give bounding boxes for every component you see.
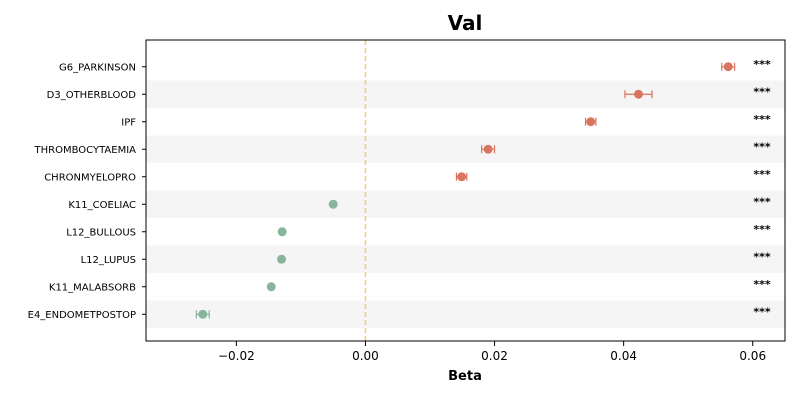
- x-tick-label: −0.02: [218, 349, 255, 363]
- data-point: [483, 144, 493, 154]
- row-band: [146, 245, 785, 273]
- row-label: E4_ENDOMETPOSTOP: [28, 310, 136, 321]
- x-tick-label: 0.06: [739, 349, 766, 363]
- row-label: THROMBOCYTAEMIA: [34, 145, 137, 156]
- significance-label: ***: [753, 195, 771, 208]
- data-row: E4_ENDOMETPOSTOP ***: [28, 305, 771, 321]
- data-point: [277, 227, 287, 237]
- data-point: [723, 62, 733, 72]
- data-point: [457, 172, 467, 182]
- row-label: D3_OTHERBLOOD: [47, 90, 137, 101]
- data-point: [586, 117, 596, 127]
- chart-title: Val: [448, 11, 483, 35]
- data-row: K11_COELIAC ***: [68, 195, 770, 211]
- row-label: L12_LUPUS: [81, 255, 136, 266]
- data-point: [198, 309, 208, 319]
- data-point: [328, 199, 338, 209]
- significance-label: ***: [753, 58, 771, 71]
- data-row: IPF ***: [121, 113, 771, 129]
- row-label: IPF: [121, 117, 136, 128]
- plot-frame: [145, 39, 786, 342]
- data-point: [633, 89, 643, 99]
- significance-label: ***: [753, 223, 771, 236]
- data-row: L12_LUPUS ***: [81, 250, 771, 266]
- data-row: D3_OTHERBLOOD ***: [47, 85, 771, 101]
- significance-label: ***: [753, 278, 771, 291]
- data-row: G6_PARKINSON ***: [59, 58, 771, 74]
- row-bands: [146, 80, 785, 328]
- data-row: L12_BULLOUS ***: [66, 223, 771, 239]
- data-rows: G6_PARKINSON ***D3_OTHERBLOOD ***IPF ***THR…: [28, 58, 771, 321]
- row-band: [146, 135, 785, 163]
- data-point: [266, 282, 276, 292]
- x-axis-label: Beta: [448, 369, 482, 384]
- significance-label: ***: [753, 250, 771, 263]
- data-point: [277, 254, 287, 264]
- row-label: L12_BULLOUS: [66, 227, 136, 238]
- row-label: K11_COELIAC: [68, 200, 136, 211]
- row-label: G6_PARKINSON: [59, 62, 136, 73]
- significance-label: ***: [753, 85, 771, 98]
- data-row: K11_MALABSORB ***: [49, 278, 771, 294]
- row-band: [146, 80, 785, 108]
- x-axis: −0.02 0.00 0.02 0.04 0.06: [218, 341, 766, 363]
- row-label: K11_MALABSORB: [49, 282, 136, 293]
- significance-label: ***: [753, 168, 771, 181]
- significance-label: ***: [753, 305, 771, 318]
- x-tick-label: 0.00: [352, 349, 379, 363]
- row-label: CHRONMYELOPRO: [44, 172, 136, 183]
- data-row: CHRONMYELOPRO ***: [44, 168, 771, 184]
- significance-label: ***: [753, 113, 771, 126]
- x-tick-label: 0.02: [481, 349, 508, 363]
- data-row: THROMBOCYTAEMIA ***: [34, 140, 771, 156]
- row-band: [146, 300, 785, 328]
- x-tick-label: 0.04: [610, 349, 637, 363]
- row-band: [146, 190, 785, 218]
- significance-label: ***: [753, 140, 771, 153]
